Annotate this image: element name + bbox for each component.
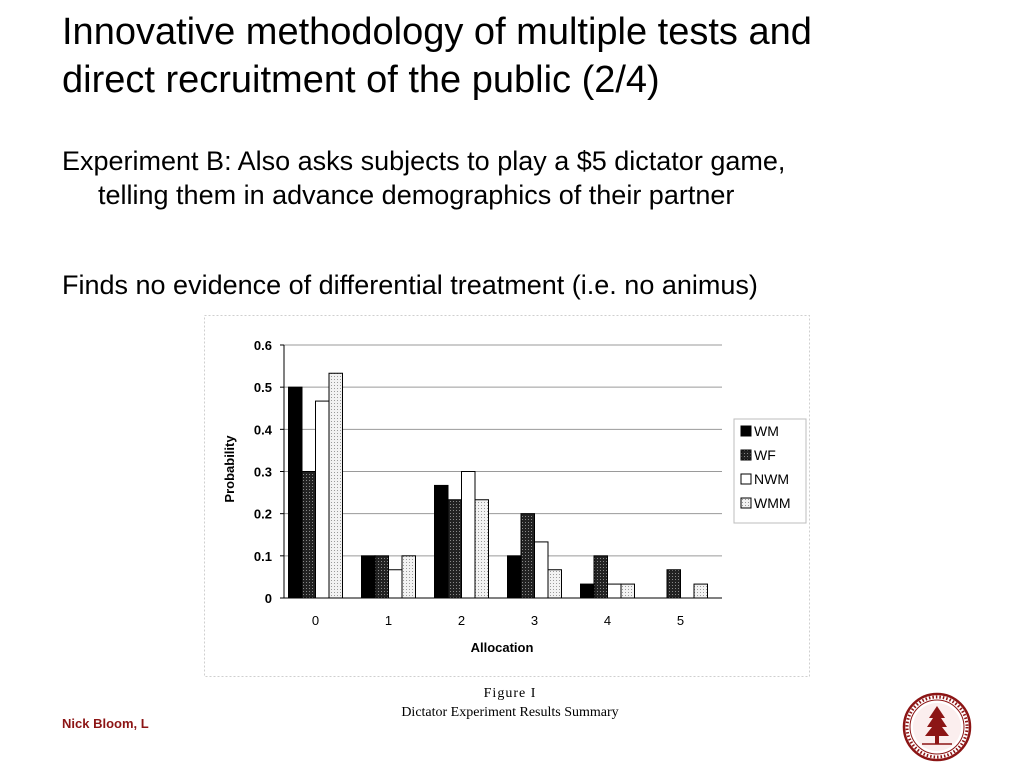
bar-wm-1 — [361, 555, 376, 599]
bar-wf-0 — [301, 471, 316, 599]
bar-nwm-2 — [461, 471, 476, 599]
legend-swatch-nwm — [740, 473, 752, 485]
x-tick-label: 0 — [312, 613, 319, 628]
legend-label-wf: WF — [754, 447, 776, 463]
figure-caption-subtitle: Dictator Experiment Results Summary — [401, 705, 619, 720]
stanford-seal-icon — [902, 692, 972, 762]
x-tick-label: 1 — [385, 613, 392, 628]
x-tick-label: 2 — [458, 613, 465, 628]
bar-nwm-4 — [607, 583, 622, 599]
y-tick-label: 0.3 — [254, 465, 272, 480]
x-tick-label: 3 — [531, 613, 538, 628]
bar-wmm-2 — [474, 499, 489, 599]
bar-wmm-3 — [547, 569, 562, 599]
figure-caption: Figure I Dictator Experiment Results Sum… — [330, 684, 690, 722]
chart-bars — [288, 372, 708, 599]
y-tick-label: 0.4 — [254, 422, 273, 437]
y-tick-label: 0.6 — [254, 338, 272, 353]
bar-wf-3 — [520, 513, 535, 599]
x-axis-label: Allocation — [471, 640, 534, 655]
legend-label-wmm: WMM — [754, 495, 791, 511]
bar-wmm-4 — [620, 583, 635, 599]
figure-caption-title: Figure I — [483, 686, 537, 701]
y-tick-label: 0 — [265, 591, 272, 606]
figure-chart: 0 0.1 0.2 0.3 0.4 0.5 0.6 0 1 2 3 4 5 Allocation Pr… — [204, 315, 810, 677]
slide-title: Innovative methodology of multiple tests… — [62, 8, 1002, 104]
chart-axes — [280, 344, 722, 599]
bar-wm-3 — [507, 555, 522, 599]
bar-wm-2 — [434, 484, 449, 599]
bar-wmm-0 — [328, 372, 343, 599]
legend-swatch-wf — [740, 449, 752, 461]
bar-wf-1 — [374, 555, 389, 599]
bullet-experiment-b-line-1: Experiment B: Also asks subjects to play… — [62, 146, 786, 176]
legend-label-nwm: NWM — [754, 471, 789, 487]
x-tick-labels: 0 1 2 3 4 5 — [312, 613, 684, 628]
y-tick-labels: 0 0.1 0.2 0.3 0.4 0.5 0.6 — [254, 338, 273, 606]
chart-legend: WM WF NWM WMM — [733, 418, 807, 524]
slide-title-line-2: direct recruitment of the public (2/4) — [62, 59, 660, 101]
x-tick-label: 5 — [677, 613, 684, 628]
bar-wm-0 — [288, 386, 303, 599]
legend-swatch-wm — [740, 425, 752, 437]
bar-wmm-5 — [693, 583, 708, 599]
y-axis-label: Probability — [222, 435, 237, 503]
y-tick-label: 0.5 — [254, 380, 272, 395]
bar-wf-5 — [666, 569, 681, 599]
legend-label-wm: WM — [754, 423, 779, 439]
y-tick-label: 0.2 — [254, 507, 272, 522]
legend-swatch-wmm — [740, 497, 752, 509]
bar-wmm-1 — [401, 555, 416, 599]
slide-title-line-1: Innovative methodology of multiple tests… — [62, 11, 812, 53]
bar-wf-2 — [447, 499, 462, 599]
x-tick-label: 4 — [604, 613, 611, 628]
bar-wf-4 — [593, 555, 608, 599]
bar-nwm-3 — [534, 541, 549, 599]
bar-chart: 0 0.1 0.2 0.3 0.4 0.5 0.6 0 1 2 3 4 5 Allocation Pr… — [204, 315, 810, 677]
footer-author: Nick Bloom, L — [62, 716, 149, 731]
bar-wm-4 — [580, 583, 595, 599]
bullet-experiment-b-line-2: telling them in advance demographics of … — [98, 180, 735, 210]
bullet-findings: Finds no evidence of differential treatm… — [62, 270, 758, 300]
y-tick-label: 0.1 — [254, 549, 272, 564]
bar-nwm-0 — [315, 400, 330, 599]
bullet-experiment-b: Experiment B: Also asks subjects to play… — [62, 144, 1012, 212]
bar-nwm-1 — [388, 569, 403, 599]
